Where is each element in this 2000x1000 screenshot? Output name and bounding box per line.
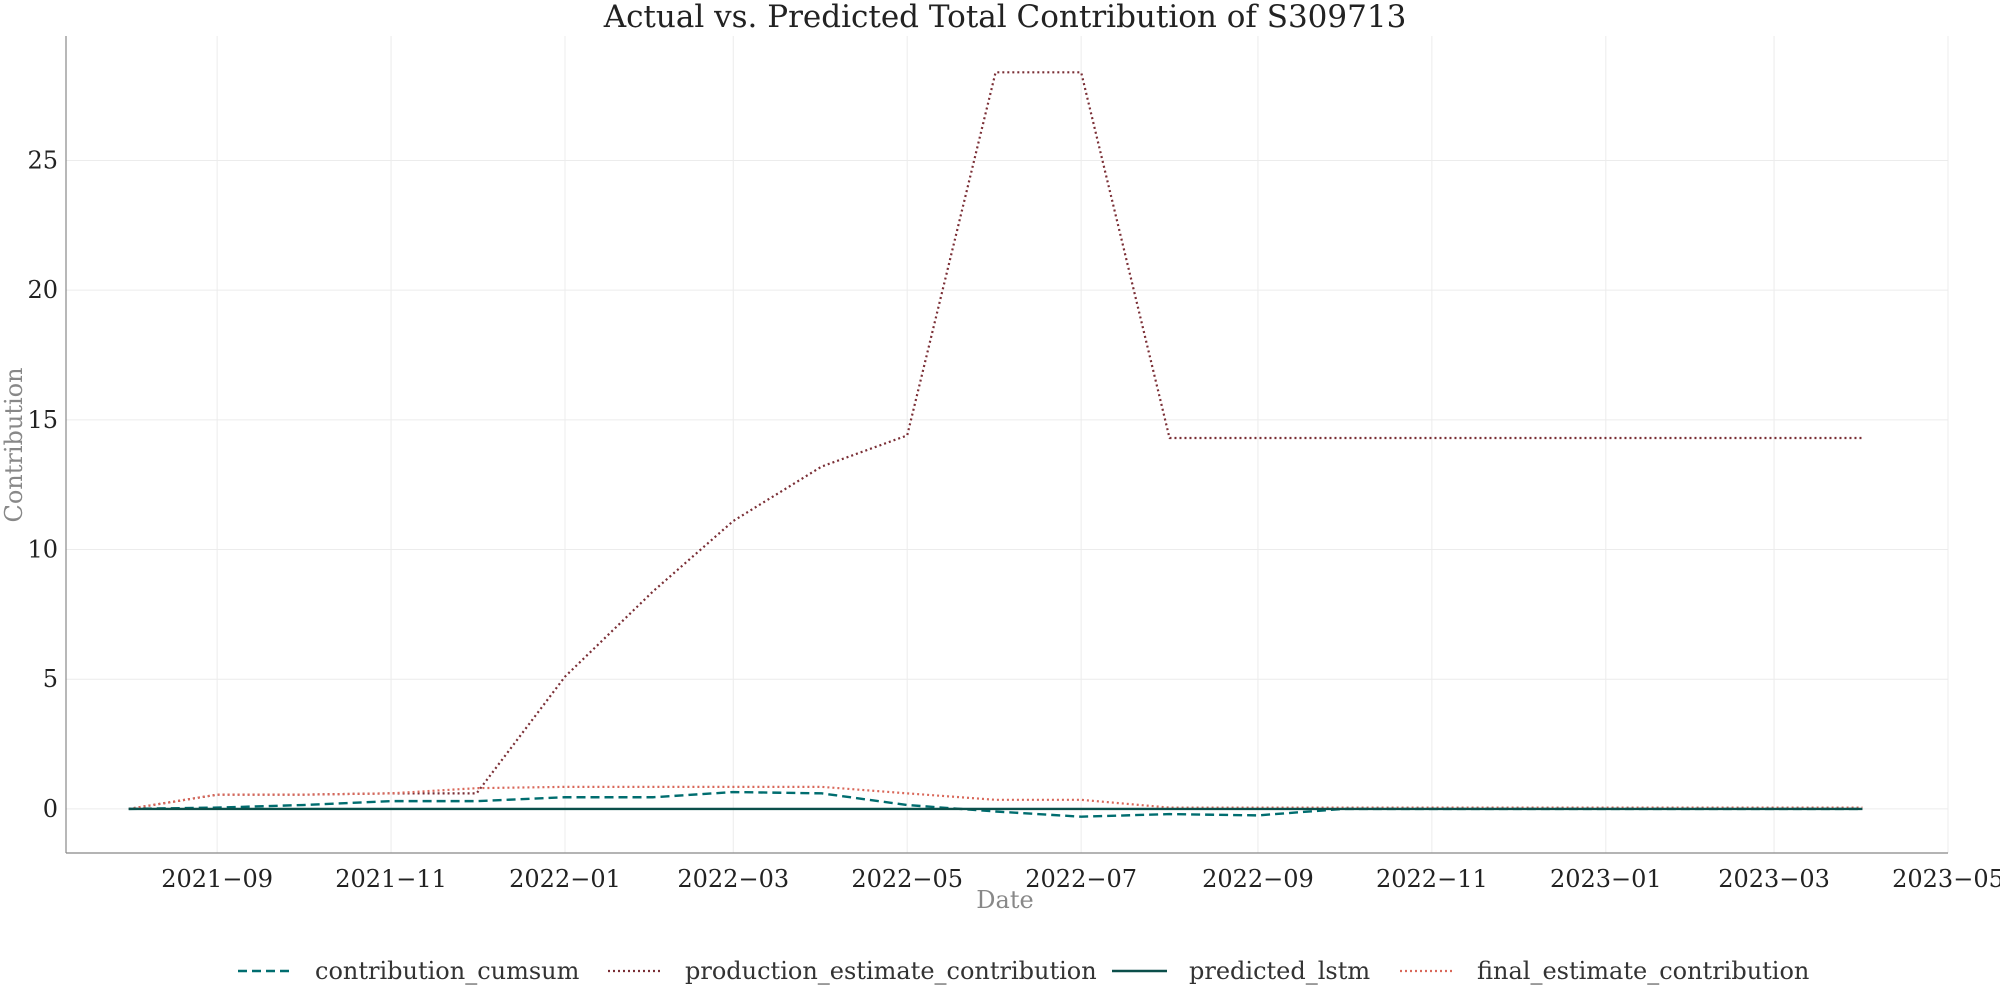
y-axis-label: Contribution [0, 367, 28, 522]
series-line-contribution-cumsum [128, 790, 1863, 818]
legend-label: production_estimate_contribution [685, 957, 1097, 985]
x-tick-label: 2022−11 [1376, 865, 1488, 893]
x-tick-label: 2021−09 [161, 865, 273, 893]
x-tick-label: 2023−05 [1892, 865, 2000, 893]
x-tick-label: 2023−01 [1550, 865, 1662, 893]
legend-label: predicted_lstm [1189, 957, 1370, 985]
y-tick-label: 10 [27, 536, 58, 564]
x-tick-label: 2022−07 [1025, 865, 1137, 893]
x-tick-label: 2022−03 [677, 865, 789, 893]
y-tick-label: 25 [27, 146, 58, 174]
x-axis-ticks: 2021−09 2021−11 2022−01 2022−03 2022−05 2022−… [161, 865, 2000, 893]
y-tick-label: 20 [27, 276, 58, 304]
series-line-final-estimate-contribution [128, 785, 1863, 810]
x-tick-label: 2022−09 [1202, 865, 1314, 893]
grid [66, 36, 1949, 853]
y-tick-label: 15 [27, 406, 58, 434]
legend: contribution_cumsum production_estimate_c… [238, 957, 1809, 985]
y-tick-label: 5 [43, 665, 58, 693]
legend-label: contribution_cumsum [315, 957, 580, 985]
x-axis-label: Date [976, 886, 1033, 914]
series-lines [128, 71, 1863, 818]
x-tick-label: 2022−05 [851, 865, 963, 893]
y-tick-label: 0 [43, 795, 58, 823]
chart-title: Actual vs. Predicted Total Contribution … [603, 0, 1407, 35]
x-tick-label: 2022−01 [509, 865, 621, 893]
series-line-production-estimate-contribution [128, 71, 1863, 810]
x-tick-label: 2023−03 [1718, 865, 1830, 893]
legend-label: final_estimate_contribution [1477, 957, 1809, 985]
x-tick-label: 2021−11 [335, 865, 447, 893]
y-axis-ticks: 0 5 10 15 20 25 [27, 146, 58, 822]
axes [65, 36, 1948, 854]
